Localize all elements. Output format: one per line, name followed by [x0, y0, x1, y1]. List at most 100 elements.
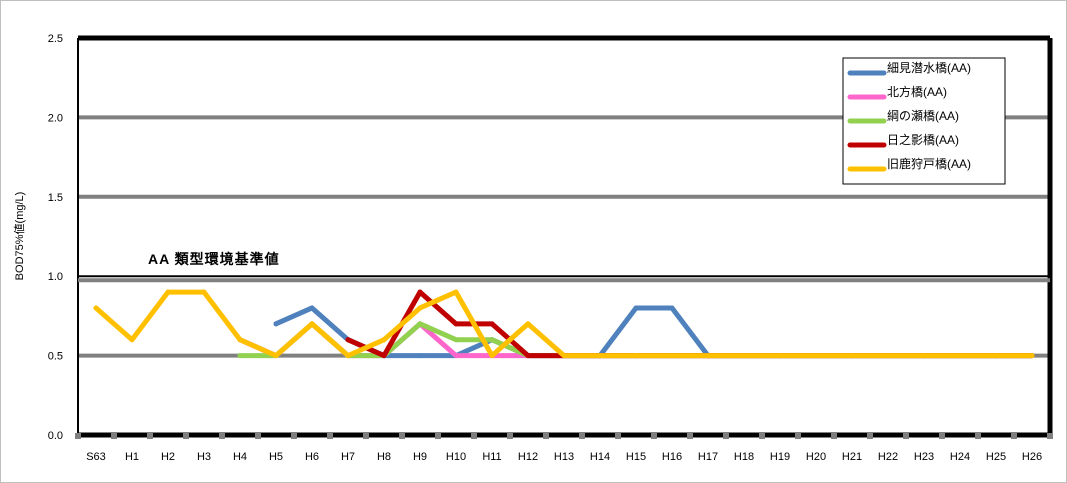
y-tick-label: 0.5: [48, 351, 63, 363]
x-tick-mark: [183, 433, 189, 439]
x-tick-mark: [507, 433, 513, 439]
data-point: [705, 353, 711, 359]
x-tick-mark: [615, 433, 621, 439]
plot-area-border: [77, 35, 1053, 438]
data-point: [201, 289, 207, 295]
x-tick-label: H20: [806, 451, 826, 463]
data-point: [309, 305, 315, 311]
legend: 細見潜水橋(AA) 北方橋(AA) 綱の瀬橋(AA) 日之影橋(AA) 旧鹿狩戸橋(AA…: [842, 57, 1006, 185]
data-point: [381, 353, 387, 359]
standard-value-annotation: AA 類型環境基準値: [148, 251, 280, 267]
data-point: [489, 353, 495, 359]
data-point: [597, 353, 603, 359]
legend-item: 旧鹿狩戸橋(AA): [847, 156, 971, 172]
x-tick-label: H6: [305, 451, 319, 463]
x-tick-mark: [867, 433, 873, 439]
x-tick-mark: [147, 433, 153, 439]
x-tick-mark: [75, 433, 81, 439]
x-tick-label: H24: [950, 451, 970, 463]
data-point: [453, 321, 459, 327]
x-tick-mark: [327, 433, 333, 439]
x-tick-label: H5: [269, 451, 283, 463]
data-point: [489, 321, 495, 327]
x-tick-mark: [1011, 433, 1017, 439]
data-point: [849, 353, 855, 359]
x-tick-label: H26: [1022, 451, 1042, 463]
x-tick-label: H16: [662, 451, 682, 463]
legend-item: 北方橋(AA): [847, 84, 947, 100]
data-point: [417, 353, 423, 359]
legend-item: 綱の瀬橋(AA): [847, 109, 959, 124]
data-point: [669, 353, 675, 359]
y-tick-label: 1.0: [48, 271, 63, 283]
x-tick-label: S63: [86, 451, 106, 463]
x-tick-mark: [255, 433, 261, 439]
x-tick-mark: [399, 433, 405, 439]
x-tick-label: H18: [734, 451, 754, 463]
data-point: [417, 305, 423, 311]
data-point: [525, 321, 531, 327]
legend-label: 旧鹿狩戸橋(AA): [887, 156, 971, 171]
x-tick-mark: [723, 433, 729, 439]
legend-item: 日之影橋(AA): [847, 133, 959, 148]
data-point: [993, 353, 999, 359]
x-tick-label: H4: [233, 451, 247, 463]
y-axis-title: BOD75%値(mg/L): [13, 192, 26, 281]
x-tick-mark: [111, 433, 117, 439]
x-tick-label: H19: [770, 451, 790, 463]
data-point: [669, 305, 675, 311]
x-tick-mark: [795, 433, 801, 439]
x-tick-mark: [759, 433, 765, 439]
x-tick-mark: [903, 433, 909, 439]
data-point: [93, 305, 99, 311]
data-point: [417, 321, 423, 327]
legend-label: 綱の瀬橋(AA): [887, 109, 959, 123]
x-tick-label: H23: [914, 451, 934, 463]
data-point: [237, 337, 243, 343]
x-axis-tick-labels: S63 H1 H2 H3 H4 H5 H6 H7 H8 H9 H10 H11 H12 H13 H14 H15 H…: [86, 451, 1042, 463]
data-point: [885, 353, 891, 359]
data-point: [453, 289, 459, 295]
x-tick-mark: [831, 433, 837, 439]
data-point: [561, 353, 567, 359]
x-tick-label: H22: [878, 451, 898, 463]
data-point: [273, 353, 279, 359]
x-tick-label: H15: [626, 451, 646, 463]
x-tick-mark: [363, 433, 369, 439]
x-tick-label: H8: [377, 451, 391, 463]
x-tick-label: H9: [413, 451, 427, 463]
x-tick-mark: [579, 433, 585, 439]
data-point: [165, 289, 171, 295]
legend-label: 細見潜水橋(AA): [887, 61, 971, 75]
series-5: [93, 289, 1035, 359]
data-point: [957, 353, 963, 359]
x-tick-label: H12: [518, 451, 538, 463]
x-tick-label: H17: [698, 451, 718, 463]
data-point: [777, 353, 783, 359]
x-axis-tick-marks: [75, 433, 1053, 439]
environmental-standard-line: [78, 275, 1050, 283]
x-tick-mark: [687, 433, 693, 439]
data-point: [489, 337, 495, 343]
data-point: [309, 321, 315, 327]
x-tick-label: H1: [125, 451, 139, 463]
legend-label: 北方橋(AA): [887, 84, 947, 99]
data-point: [345, 337, 351, 343]
data-point: [453, 353, 459, 359]
legend-item: 細見潜水橋(AA): [847, 61, 971, 76]
data-point: [741, 353, 747, 359]
data-point: [237, 353, 243, 359]
x-tick-mark: [291, 433, 297, 439]
data-point: [273, 321, 279, 327]
y-tick-label: 1.5: [48, 192, 63, 204]
x-tick-mark: [975, 433, 981, 439]
data-point: [921, 353, 927, 359]
data-point: [345, 353, 351, 359]
x-tick-mark: [543, 433, 549, 439]
y-tick-label: 0.0: [48, 430, 63, 442]
data-point: [417, 289, 423, 295]
x-tick-label: H14: [590, 451, 610, 463]
data-point: [633, 305, 639, 311]
